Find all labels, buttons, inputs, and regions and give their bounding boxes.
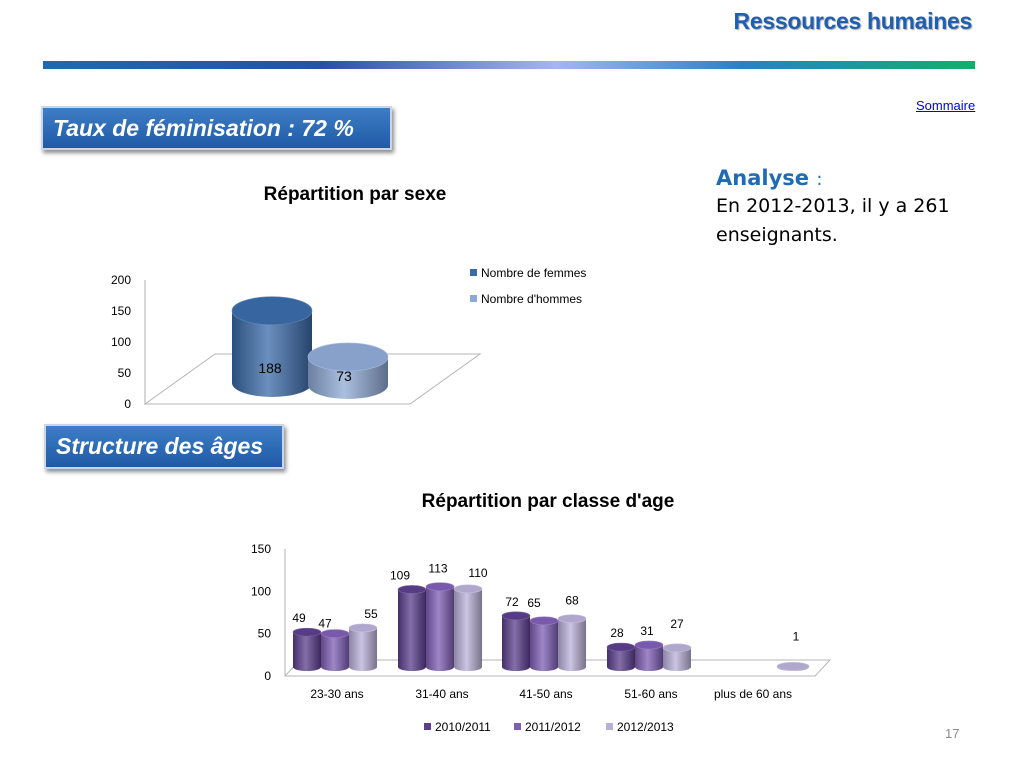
- feminisation-banner: Taux de féminisation : 72 %: [41, 106, 392, 150]
- chart2-bar-0-2: [348, 623, 378, 671]
- analysis-heading-line: Analyse :: [716, 166, 1006, 190]
- chart2-data-label-2-2: 68: [565, 594, 579, 608]
- chart2-ytick-1: 50: [258, 627, 272, 641]
- chart2-data-label-1-0: 109: [390, 568, 410, 582]
- chart1-bar-1: [307, 342, 389, 399]
- analysis-heading: Analyse: [716, 166, 810, 190]
- chart2-data-label-0-2: 55: [364, 607, 378, 621]
- page-number: 17: [945, 726, 960, 741]
- chart2-ytick-0: 0: [264, 669, 271, 683]
- chart2-legend-label-1: 2011/2012: [525, 720, 581, 734]
- chart2-bar-1-1: [425, 582, 455, 671]
- analysis-colon: :: [816, 169, 823, 190]
- chart-repartition-sexe: Répartition par sexe 0 50 100 150 200 188 73 Nom…: [111, 184, 586, 411]
- chart2-bar-3-1: [634, 640, 664, 671]
- header-divider: [43, 61, 975, 69]
- chart2-xtick-1: 31-40 ans: [415, 687, 468, 701]
- chart2-bar-1-0: [397, 585, 427, 671]
- chart1-title: Répartition par sexe: [264, 184, 447, 205]
- chart2-data-label-3-1: 31: [640, 624, 654, 638]
- chart2-data-label-0-0: 49: [292, 611, 306, 625]
- chart2-ytick-3: 150: [251, 542, 271, 556]
- chart1-ytick-0: 0: [124, 397, 131, 411]
- chart-repartition-age: Répartition par classe d'age 0 50 100 150 49 4…: [251, 491, 832, 734]
- chart2-data-label-1-1: 113: [428, 562, 447, 576]
- chart2-bar-4-2: [776, 661, 810, 671]
- chart2-data-label-3-0: 28: [610, 626, 624, 640]
- chart2-bar-3-2: [662, 643, 692, 671]
- chart2-legend-swatch-1: [514, 723, 521, 730]
- age-structure-label: Structure des âges: [56, 433, 264, 459]
- sommaire-link[interactable]: Sommaire: [916, 98, 976, 113]
- chart2-data-label-3-2: 27: [670, 617, 684, 631]
- chart2-data-label-1-2: 110: [468, 566, 487, 580]
- chart1-legend-label-1: Nombre d'hommes: [481, 292, 582, 306]
- chart2-legend-swatch-2: [606, 723, 613, 730]
- chart2-xtick-0: 23-30 ans: [310, 687, 363, 701]
- chart2-data-label-2-1: 65: [527, 596, 541, 610]
- chart2-legend-label-2: 2012/2013: [617, 720, 674, 734]
- chart2-legend-label-0: 2010/2011: [435, 720, 491, 734]
- chart1-ytick-3: 150: [111, 304, 131, 318]
- chart1-legend-swatch-1: [470, 295, 477, 302]
- chart2-bar-2-2: [557, 614, 587, 671]
- chart1-ytick-1: 50: [118, 366, 132, 380]
- chart2-bar-0-1: [320, 629, 350, 671]
- chart2-data-label-0-1: 47: [318, 617, 332, 631]
- chart1-data-label-1: 73: [336, 368, 352, 384]
- analysis-text: En 2012-2013, il y a 261 enseignants.: [716, 195, 950, 246]
- chart2-bar-3-0: [606, 642, 636, 671]
- chart1-legend-label-0: Nombre de femmes: [481, 266, 586, 280]
- chart2-xtick-2: 41-50 ans: [519, 687, 572, 701]
- chart1-bar-0: [231, 296, 313, 397]
- analysis-block: Analyse : En 2012-2013, il y a 261 ensei…: [716, 166, 1006, 250]
- chart1-data-label-0: 188: [258, 360, 282, 376]
- feminisation-label: Taux de féminisation : 72 %: [53, 114, 354, 141]
- chart2-ytick-2: 100: [251, 584, 271, 598]
- chart2-bar-1-2: [453, 584, 483, 671]
- chart2-data-label-4-2: 1: [793, 629, 800, 643]
- chart2-xtick-3: 51-60 ans: [624, 687, 677, 701]
- chart2-title: Répartition par classe d'age: [422, 491, 675, 512]
- chart1-ytick-2: 100: [111, 335, 131, 349]
- chart2-bar-0-0: [292, 627, 322, 671]
- chart2-bar-2-1: [529, 616, 559, 671]
- page-title: Ressources humaines: [733, 8, 973, 34]
- chart2-data-label-2-0: 72: [505, 595, 519, 609]
- chart1-ytick-4: 200: [111, 273, 131, 287]
- chart2-bar-2-0: [501, 611, 531, 671]
- chart1-legend-swatch-0: [470, 269, 477, 276]
- chart2-xtick-4: plus de 60 ans: [714, 687, 792, 701]
- age-structure-banner: Structure des âges: [44, 424, 284, 469]
- chart2-legend-swatch-0: [424, 723, 431, 730]
